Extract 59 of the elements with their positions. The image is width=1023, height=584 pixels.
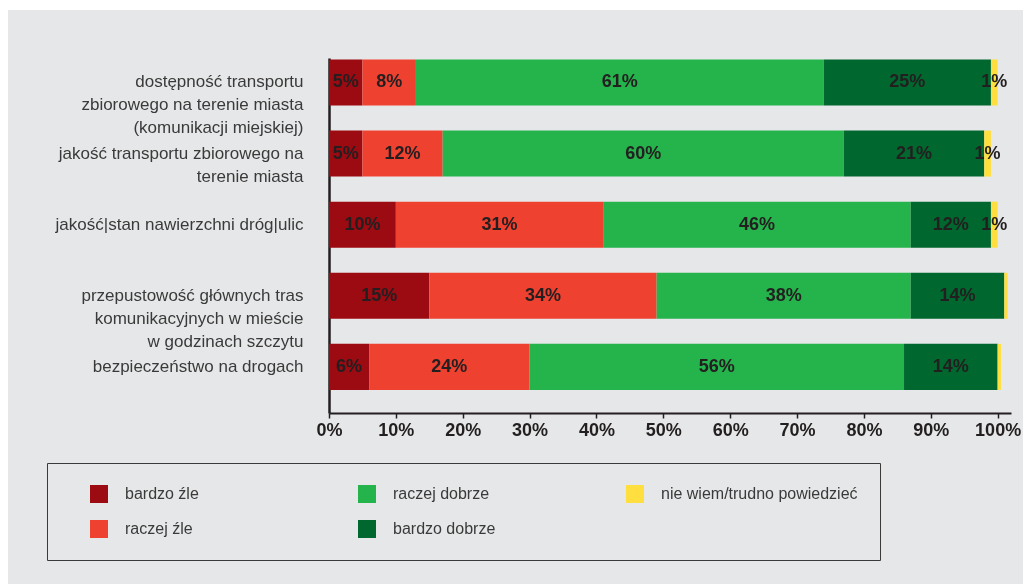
bar	[369, 343, 530, 390]
data-label: 21%	[896, 142, 933, 163]
bar	[442, 130, 844, 177]
y-tick-label: jakość transportu zbiorowego na terenie miasta	[57, 143, 305, 186]
data-label: 14%	[932, 355, 969, 376]
x-tick-label: 70%	[779, 419, 816, 440]
data-label: 14%	[939, 284, 976, 305]
data-label: 8%	[376, 71, 403, 92]
legend-label: raczej dobrze	[393, 485, 490, 502]
x-tick-label: 20%	[445, 419, 482, 440]
bar	[362, 59, 416, 106]
bar	[395, 201, 604, 248]
x-tick-label: 80%	[846, 419, 883, 440]
data-label: 15%	[361, 284, 398, 305]
bar	[997, 343, 1001, 390]
data-label: 5%	[332, 142, 359, 163]
bar	[329, 272, 430, 319]
legend-label: bardzo źle	[125, 485, 199, 502]
legend-label: bardzo dobrze	[393, 520, 496, 537]
bar	[656, 272, 911, 319]
bar	[910, 272, 1005, 319]
data-label: 34%	[524, 284, 561, 305]
x-tick-label: 0%	[316, 419, 343, 440]
y-tick-label: bezpieczeństwo na drogach	[92, 356, 304, 376]
x-tick-label: 90%	[913, 419, 950, 440]
legend-label: nie wiem/trudno powiedzieć	[661, 485, 858, 502]
data-label: 46%	[738, 213, 775, 234]
x-tick-label: 30%	[512, 419, 549, 440]
bar	[362, 130, 443, 177]
bar	[429, 272, 657, 319]
y-tick-label: jakość|stan nawierzchni dróg|ulic	[54, 214, 304, 234]
data-label: 10%	[344, 213, 381, 234]
data-label: 38%	[765, 284, 802, 305]
bar	[329, 201, 396, 248]
x-tick-label: 40%	[578, 419, 615, 440]
legend-label: raczej źle	[125, 520, 193, 537]
x-tick-label: 60%	[712, 419, 749, 440]
data-label: 1%	[974, 142, 1001, 163]
bar	[904, 343, 998, 390]
x-tick-label: 100%	[975, 419, 1022, 440]
bar	[603, 201, 911, 248]
bar	[415, 59, 824, 106]
x-tick-label: 10%	[378, 419, 415, 440]
y-tick-label: dostępność transportu zbiorowego na terenie miasta (komunikacji miejskiej)	[81, 72, 305, 138]
data-label: 31%	[481, 213, 518, 234]
data-label: 1%	[981, 71, 1008, 92]
data-label: 12%	[384, 142, 421, 163]
data-label: 25%	[889, 71, 926, 92]
data-label: 24%	[431, 355, 468, 376]
data-label: 60%	[625, 142, 662, 163]
bar	[529, 343, 905, 390]
bar	[1004, 272, 1008, 319]
data-label: 6%	[336, 355, 363, 376]
data-label: 56%	[698, 355, 735, 376]
data-label: 5%	[332, 71, 359, 92]
x-tick-label: 50%	[645, 419, 682, 440]
data-label: 12%	[932, 213, 969, 234]
data-label: 1%	[981, 213, 1008, 234]
data-label: 61%	[601, 71, 638, 92]
